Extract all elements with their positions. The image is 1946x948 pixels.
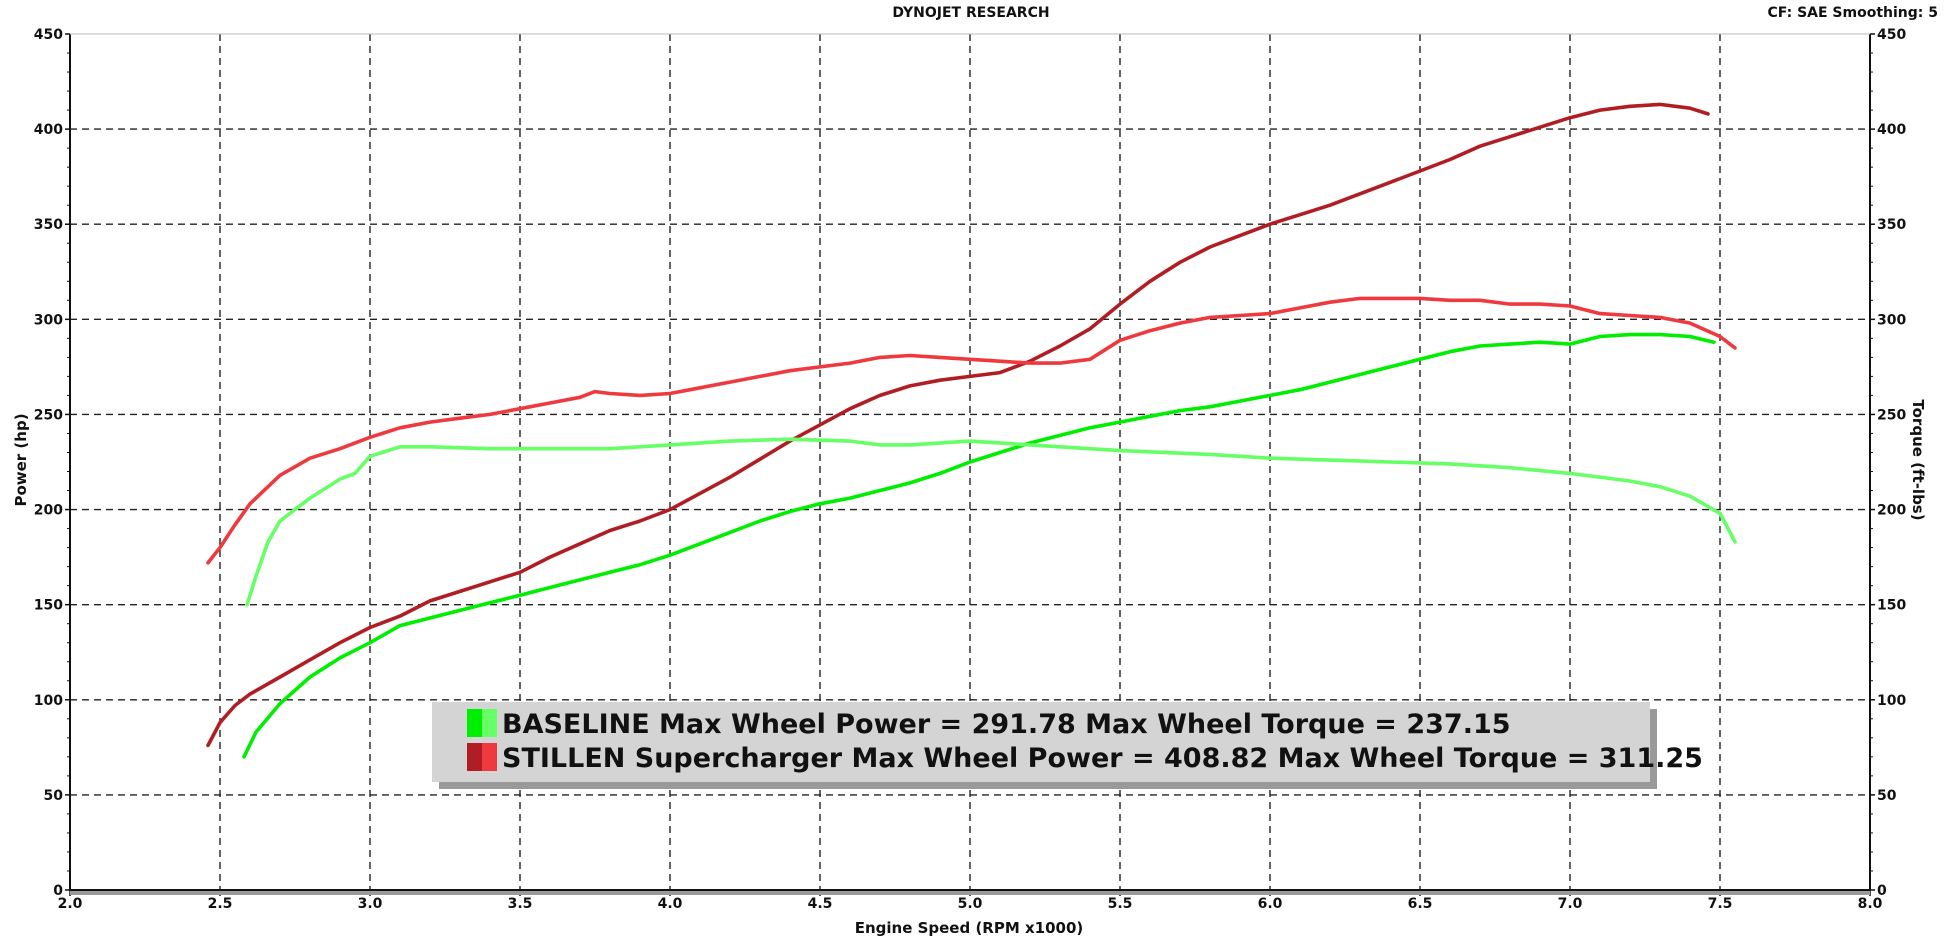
series-line-stillen-supercharger-torque	[206, 296, 1737, 565]
series-line-baseline-torque	[245, 437, 1737, 607]
series-line-baseline-power	[242, 332, 1716, 759]
correction-info: CF: SAE Smoothing: 5	[1768, 5, 1938, 21]
legend-swatch-stillen-dark	[467, 743, 482, 771]
y-tick-label: 450	[34, 27, 63, 43]
y-tick-label: 150	[34, 598, 63, 614]
y-axis-title: Power (hp)	[12, 413, 30, 506]
x-axis-title: Engine Speed (RPM x1000)	[855, 919, 1084, 937]
legend-swatch-baseline-light	[482, 709, 497, 737]
y2-tick-label: 50	[1877, 788, 1897, 804]
y2-axis-title: Torque (ft-lbs)	[1909, 399, 1927, 520]
y-tick-label: 200	[34, 503, 63, 519]
y-tick-label: 350	[34, 217, 63, 233]
y-tick-label: 250	[34, 407, 63, 423]
x-tick-label: 5.5	[1108, 896, 1133, 912]
x-tick-label: 4.5	[808, 896, 833, 912]
y-tick-label: 50	[44, 788, 64, 804]
legend-label-baseline: BASELINE Max Wheel Power = 291.78 Max Wh…	[502, 709, 1511, 740]
x-axis-shadow	[70, 891, 1870, 895]
chart-title: DYNOJET RESEARCH	[892, 5, 1049, 21]
y2-tick-label: 400	[1877, 122, 1906, 138]
series-lines	[206, 102, 1737, 759]
x-tick-label: 7.5	[1708, 896, 1733, 912]
x-tick-label: 4.0	[658, 896, 683, 912]
y2-tick-label: 300	[1877, 312, 1906, 328]
x-tick-label: 3.5	[508, 896, 533, 912]
y2-tick-label: 250	[1877, 407, 1906, 423]
x-tick-label: 7.0	[1558, 896, 1583, 912]
series-line-stillen-supercharger-power	[206, 102, 1710, 748]
x-tick-label: 5.0	[958, 896, 983, 912]
legend-box: BASELINE Max Wheel Power = 291.78 Max Wh…	[432, 702, 1703, 789]
legend-swatch-stillen-light	[482, 743, 497, 771]
legend-swatch-baseline-dark	[467, 709, 482, 737]
y2-tick-label: 350	[1877, 217, 1906, 233]
y-tick-label: 300	[34, 312, 63, 328]
x-tick-label: 3.0	[358, 896, 383, 912]
y2-tick-label: 150	[1877, 598, 1906, 614]
y2-tick-label: 200	[1877, 503, 1906, 519]
x-tick-label: 8.0	[1858, 896, 1883, 912]
x-tick-label: 6.0	[1258, 896, 1283, 912]
y-tick-label: 400	[34, 122, 63, 138]
y2-tick-label: 0	[1877, 883, 1887, 899]
x-tick-label: 2.0	[58, 896, 83, 912]
axes: 2.0 2.5 3.0 3.5 4.0 4.5 5.0 5.5 6.0 6.5 7.0 7.5 8.00…	[34, 27, 1907, 912]
legend-background	[432, 702, 1650, 782]
x-tick-label: 2.5	[208, 896, 233, 912]
y2-tick-label: 450	[1877, 27, 1906, 43]
legend-label-stillen: STILLEN Supercharger Max Wheel Power = 4…	[502, 743, 1703, 774]
y-tick-label: 0	[53, 883, 63, 899]
x-tick-label: 6.5	[1408, 896, 1433, 912]
y2-tick-label: 100	[1877, 693, 1906, 709]
y-tick-label: 100	[34, 693, 63, 709]
